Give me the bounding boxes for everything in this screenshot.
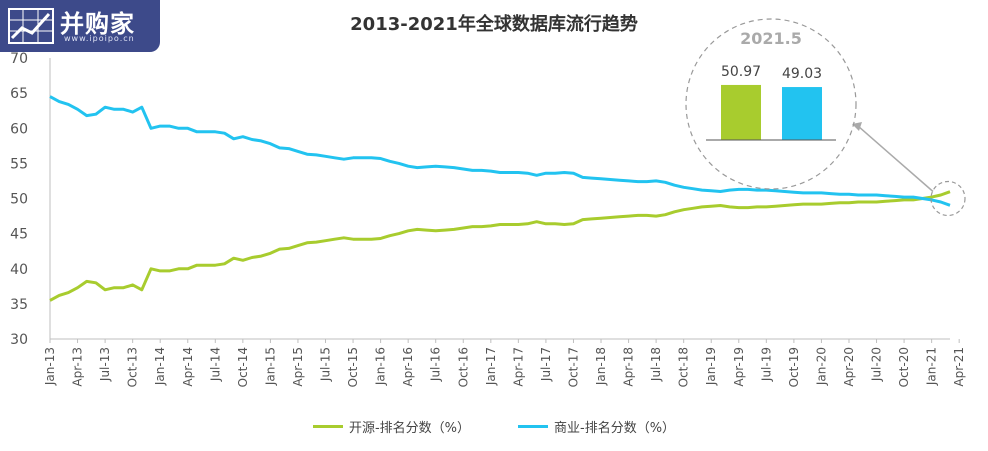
callout-pointer-line — [857, 125, 934, 193]
x-tick-label: Apr-18 — [622, 347, 636, 387]
x-tick-label: Oct-17 — [566, 347, 580, 387]
callout-pointer-arrowhead — [852, 122, 862, 131]
x-tick-label: Apr-20 — [842, 347, 856, 387]
legend-item-open-source: 开源-排名分数（%） — [312, 417, 470, 436]
x-tick-label: Oct-14 — [236, 347, 250, 387]
legend-label-commercial: 商业-排名分数（%） — [554, 421, 676, 436]
callout-bar-open-source — [721, 84, 761, 140]
chart-logo-icon — [8, 8, 54, 44]
x-tick-label: Jan-21 — [925, 347, 939, 386]
x-tick-label: Oct-20 — [897, 347, 911, 387]
x-tick-label: Oct-18 — [677, 347, 691, 387]
x-tick-label: Oct-13 — [126, 347, 140, 387]
logo-url: www.ipoipo.cn — [64, 34, 135, 43]
y-tick-label: 55 — [10, 156, 28, 172]
y-tick-label: 30 — [10, 332, 28, 348]
y-tick-label: 45 — [10, 227, 28, 243]
x-tick-label: Apr-16 — [401, 347, 415, 387]
x-tick-label: Jul-20 — [870, 347, 884, 382]
y-tick-label: 50 — [10, 192, 28, 208]
x-tick-label: Apr-19 — [732, 347, 746, 387]
commercial-series-line — [49, 95, 951, 207]
x-tick-label: Jan-14 — [153, 347, 167, 386]
legend-swatch-open-source — [312, 425, 343, 428]
legend: 开源-排名分数（%） 商业-排名分数（%） — [0, 417, 988, 436]
x-tick-label: Jul-14 — [208, 347, 222, 382]
y-tick-label: 60 — [10, 121, 28, 137]
x-tick-label: Jul-13 — [98, 347, 112, 382]
x-tick-label: Apr-15 — [291, 347, 305, 387]
x-tick-label: Apr-13 — [71, 347, 85, 387]
x-tick-label: Apr-21 — [952, 347, 966, 387]
legend-label-open-source: 开源-排名分数（%） — [348, 421, 470, 436]
y-tick-label: 35 — [10, 297, 28, 313]
x-tick-label: Apr-17 — [511, 347, 525, 387]
y-tick-label: 40 — [10, 262, 28, 278]
x-tick-label: Oct-15 — [346, 347, 360, 387]
x-tick-label: Jan-18 — [594, 347, 608, 386]
open-source-series-line — [49, 190, 951, 302]
x-tick-label: Jul-17 — [539, 347, 553, 382]
callout-circle — [685, 18, 857, 190]
x-tick-label: Jan-15 — [263, 347, 277, 386]
x-tick-label: Jan-13 — [43, 347, 57, 386]
x-tick-label: Jan-19 — [704, 347, 718, 386]
logo: 并购家 www.ipoipo.cn — [0, 0, 160, 52]
callout-date-label: 2021.5 — [740, 29, 802, 48]
legend-item-commercial: 商业-排名分数（%） — [518, 417, 675, 436]
x-tick-label: Apr-14 — [181, 347, 195, 387]
x-tick-label: Jan-16 — [374, 347, 388, 386]
y-tick-label: 70 — [10, 51, 28, 67]
logo-name: 并购家 — [60, 10, 135, 38]
y-tick-label: 65 — [10, 86, 28, 102]
chart-title: 2013-2021年全球数据库流行趋势 — [350, 14, 638, 35]
x-tick-label: Jan-17 — [484, 347, 498, 386]
callout-bar-commercial — [782, 87, 822, 140]
legend-swatch-commercial — [518, 425, 548, 428]
x-tick-label: Jul-16 — [429, 347, 443, 382]
callout-value-open-source: 50.97 — [721, 64, 761, 80]
x-tick-label: Jul-19 — [759, 347, 773, 382]
x-tick-label: Jan-20 — [814, 347, 828, 386]
x-tick-label: Jul-18 — [649, 347, 663, 382]
x-tick-label: Oct-16 — [456, 347, 470, 387]
endpoint-highlight-circle — [930, 180, 966, 217]
x-tick-label: Jul-15 — [319, 347, 333, 382]
callout-value-commercial: 49.03 — [782, 66, 822, 82]
x-tick-label: Oct-19 — [787, 347, 801, 387]
